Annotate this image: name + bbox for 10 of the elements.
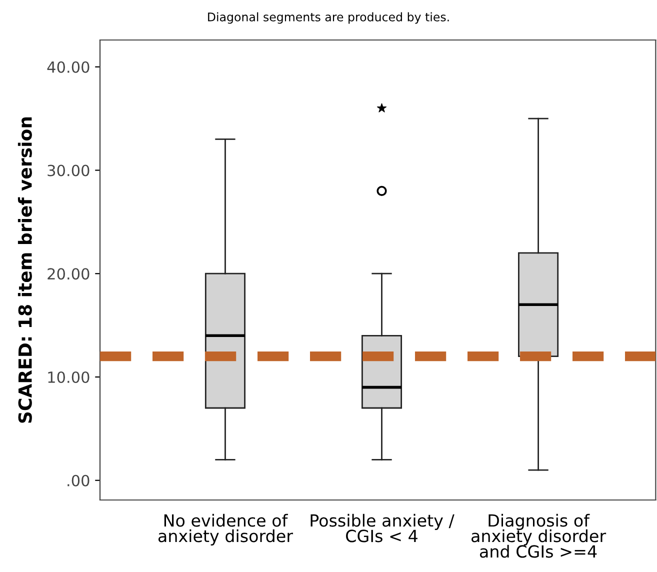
x-tick-label: No evidence of anxiety disorder [158,514,293,546]
y-axis-title: SCARED: 18 item brief version [18,117,32,423]
chart-title: Diagonal segments are produced by ties. [208,12,449,24]
y-tick-label: 10.00 [48,371,90,384]
y-tick-label: 20.00 [48,268,90,280]
x-tick-label: Possible anxiety / CGIs < 4 [310,514,454,542]
y-tick-label: 40.00 [47,61,90,73]
y-tick-label: 30.00 [48,164,90,176]
y-tick-label: .00 [68,474,90,486]
x-tick-label: Diagnosis of anxiety disorder and CGIs >=4 [472,514,606,558]
